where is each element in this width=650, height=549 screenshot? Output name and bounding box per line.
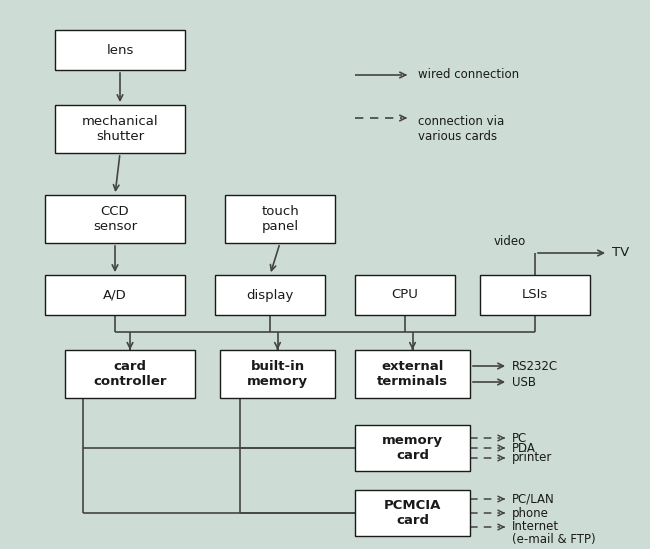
Bar bbox=[55, 30, 185, 70]
Text: USB: USB bbox=[512, 376, 536, 389]
Text: PC: PC bbox=[512, 432, 527, 445]
Text: lens: lens bbox=[107, 43, 134, 57]
Text: LSIs: LSIs bbox=[522, 289, 548, 301]
Text: A/D: A/D bbox=[103, 289, 127, 301]
Bar bbox=[480, 275, 590, 315]
Text: touch
panel: touch panel bbox=[261, 205, 299, 233]
Text: wired connection: wired connection bbox=[418, 69, 519, 81]
Text: PDA: PDA bbox=[512, 441, 536, 455]
Bar bbox=[55, 105, 185, 153]
Bar bbox=[355, 350, 470, 398]
Bar bbox=[215, 275, 325, 315]
Bar bbox=[65, 350, 195, 398]
Bar bbox=[220, 350, 335, 398]
Text: CCD
sensor: CCD sensor bbox=[93, 205, 137, 233]
Text: memory
card: memory card bbox=[382, 434, 443, 462]
Text: built-in
memory: built-in memory bbox=[247, 360, 308, 388]
Text: CPU: CPU bbox=[391, 289, 419, 301]
Text: video: video bbox=[494, 235, 526, 248]
Text: PCMCIA
card: PCMCIA card bbox=[384, 499, 441, 527]
Text: TV: TV bbox=[612, 247, 629, 260]
Text: external
terminals: external terminals bbox=[377, 360, 448, 388]
Bar bbox=[355, 275, 455, 315]
Bar bbox=[45, 275, 185, 315]
Text: (e-mail & FTP): (e-mail & FTP) bbox=[512, 533, 595, 546]
Text: connection via
various cards: connection via various cards bbox=[418, 115, 504, 143]
Text: RS232C: RS232C bbox=[512, 360, 558, 373]
Bar bbox=[225, 195, 335, 243]
Text: printer: printer bbox=[512, 451, 552, 464]
Bar bbox=[45, 195, 185, 243]
Bar bbox=[355, 490, 470, 536]
Text: display: display bbox=[246, 289, 294, 301]
Text: phone: phone bbox=[512, 507, 549, 519]
Text: Internet: Internet bbox=[512, 520, 559, 534]
Text: card
controller: card controller bbox=[93, 360, 167, 388]
Bar bbox=[355, 425, 470, 471]
Text: PC/LAN: PC/LAN bbox=[512, 492, 554, 506]
Text: mechanical
shutter: mechanical shutter bbox=[82, 115, 159, 143]
